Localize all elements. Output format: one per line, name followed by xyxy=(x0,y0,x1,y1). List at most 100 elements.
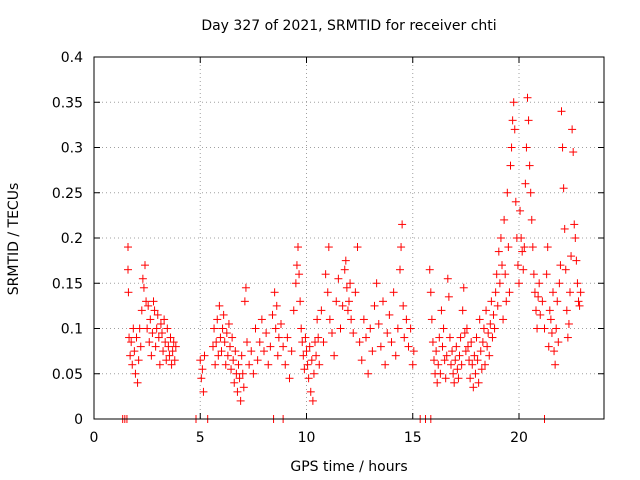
data-point xyxy=(543,243,552,252)
data-point xyxy=(230,378,239,387)
data-point xyxy=(449,369,458,378)
y-tick-label: 0.25 xyxy=(52,186,83,202)
data-point xyxy=(351,288,360,297)
data-point xyxy=(224,319,233,328)
data-point xyxy=(434,360,443,369)
data-point xyxy=(143,324,152,333)
data-point xyxy=(522,143,531,152)
data-point xyxy=(404,342,413,351)
data-point xyxy=(521,179,530,188)
data-point xyxy=(163,324,172,333)
data-point xyxy=(342,283,351,292)
data-point xyxy=(398,220,407,229)
data-point xyxy=(556,261,565,270)
data-point xyxy=(268,310,277,319)
data-point xyxy=(481,360,489,369)
data-point xyxy=(249,369,258,378)
data-point xyxy=(444,292,453,301)
data-point xyxy=(128,360,137,369)
data-point xyxy=(557,107,566,116)
data-point xyxy=(221,360,230,369)
data-point xyxy=(239,383,248,392)
data-point xyxy=(223,351,232,360)
data-point xyxy=(553,297,562,306)
data-point xyxy=(357,356,366,365)
data-point xyxy=(485,351,494,360)
data-point xyxy=(540,324,549,333)
data-point xyxy=(465,356,474,365)
data-point xyxy=(171,342,180,351)
x-tick-label: 20 xyxy=(510,430,528,446)
data-point xyxy=(552,324,561,333)
data-point xyxy=(483,342,492,351)
data-point xyxy=(484,329,493,338)
data-point xyxy=(147,351,156,360)
data-point xyxy=(289,306,298,315)
data-point xyxy=(124,288,133,297)
data-point xyxy=(319,338,328,347)
data-point xyxy=(270,288,279,297)
data-point xyxy=(445,333,454,342)
data-point xyxy=(156,319,165,328)
data-point xyxy=(309,369,318,378)
data-point xyxy=(383,329,392,338)
data-point xyxy=(574,297,583,306)
data-point xyxy=(406,324,415,333)
data-point xyxy=(496,234,505,242)
data-point xyxy=(447,360,455,369)
data-point xyxy=(300,365,309,374)
data-point xyxy=(243,338,251,347)
data-point xyxy=(315,360,324,369)
data-point xyxy=(535,279,544,288)
data-point xyxy=(272,301,281,310)
data-point xyxy=(385,310,394,319)
data-point xyxy=(313,315,322,324)
data-point xyxy=(341,256,350,265)
data-point xyxy=(347,315,356,324)
data-point xyxy=(308,396,317,405)
data-point xyxy=(379,297,387,306)
data-point xyxy=(161,338,170,347)
data-point xyxy=(507,143,516,152)
x-tick-label: 0 xyxy=(90,430,99,446)
data-point xyxy=(170,356,179,365)
data-point xyxy=(219,310,228,319)
data-point xyxy=(291,279,300,288)
data-point xyxy=(125,333,134,342)
data-point xyxy=(428,338,437,347)
data-point xyxy=(271,324,280,333)
data-point xyxy=(149,297,158,306)
data-point xyxy=(136,342,145,351)
data-point xyxy=(142,297,151,306)
data-point xyxy=(509,98,518,107)
data-point xyxy=(482,306,491,315)
data-point xyxy=(151,342,160,351)
data-point xyxy=(426,288,435,297)
data-point xyxy=(570,220,579,229)
data-point xyxy=(438,342,447,351)
data-point xyxy=(138,274,147,283)
plot-frame xyxy=(93,56,605,420)
data-point xyxy=(508,116,517,125)
data-point xyxy=(155,360,164,369)
data-point xyxy=(500,215,509,224)
data-point xyxy=(524,116,533,125)
data-point xyxy=(439,324,448,333)
data-point xyxy=(215,301,224,310)
data-point xyxy=(349,329,358,338)
data-point xyxy=(549,288,557,297)
data-points xyxy=(118,93,585,423)
data-point xyxy=(311,338,319,347)
data-point xyxy=(303,360,312,369)
axis-ticks: 0 5 10 15 20 0 0.05 0.1 0.15 0.2 0.25 0.3 0.35 0.4 xyxy=(52,50,604,446)
data-point xyxy=(200,351,209,360)
data-point xyxy=(563,333,572,342)
data-point xyxy=(425,265,434,274)
data-point xyxy=(399,301,408,310)
data-point xyxy=(366,324,375,333)
data-point xyxy=(283,333,292,342)
data-point xyxy=(343,306,352,315)
data-point xyxy=(168,347,177,356)
y-tick-label: 0.1 xyxy=(61,322,83,338)
data-point xyxy=(575,301,584,310)
